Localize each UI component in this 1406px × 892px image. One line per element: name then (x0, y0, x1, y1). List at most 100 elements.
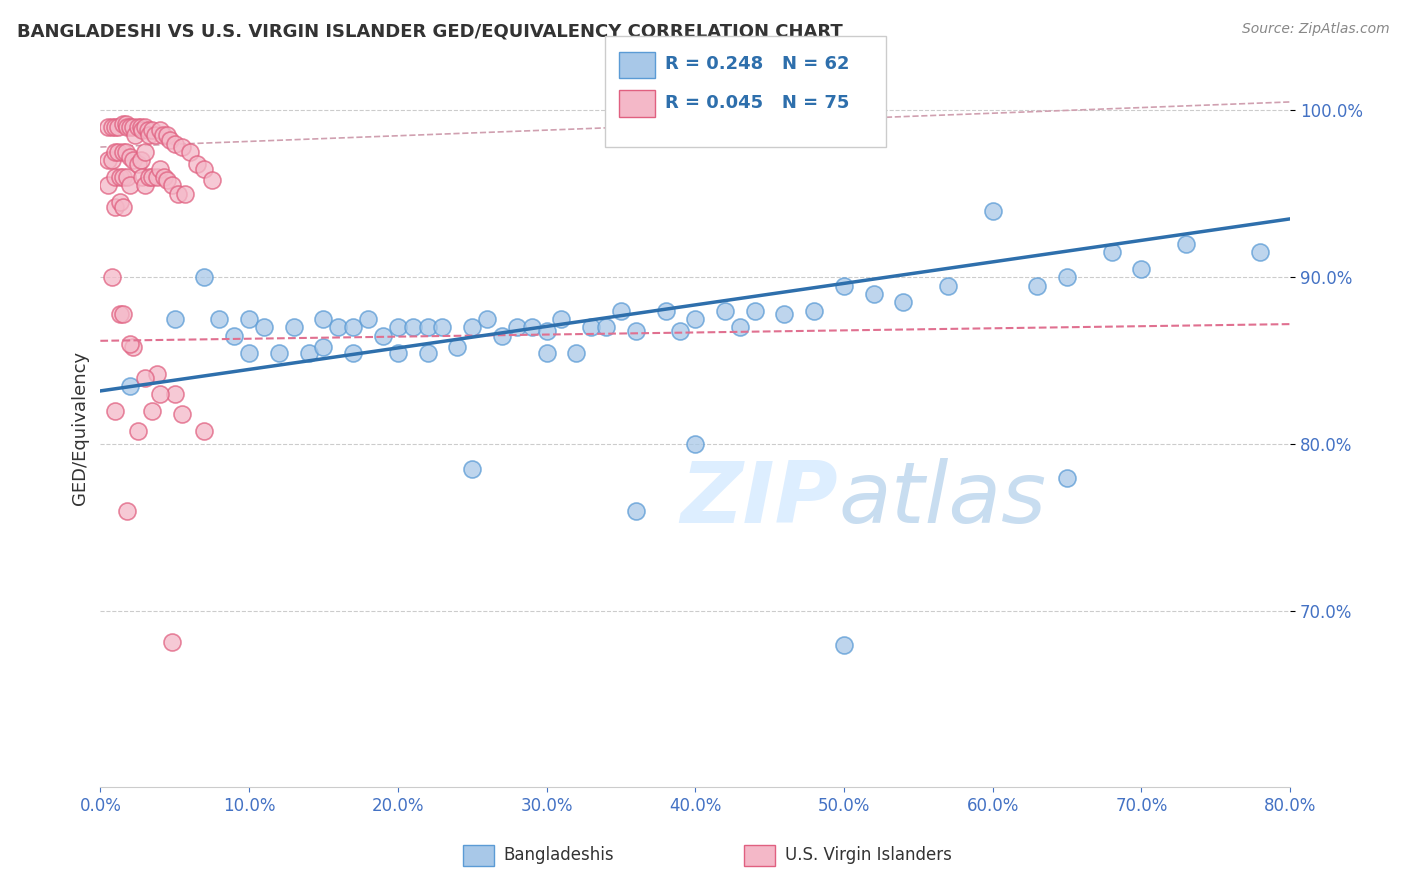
Point (461, 320, 484, 334)
Point (744, 303, 766, 318)
Point (153, 170, 176, 185)
Point (163, 312, 186, 326)
Point (146, 170, 169, 185)
Point (108, 195, 131, 210)
Point (624, 504, 647, 518)
Point (115, 504, 138, 518)
Point (111, 117, 134, 131)
Point (127, 120, 149, 134)
Point (683, 312, 706, 326)
Point (108, 307, 131, 321)
Point (127, 157, 149, 171)
Point (156, 128, 179, 143)
Point (156, 173, 179, 187)
Point (491, 328, 513, 343)
Point (208, 312, 231, 326)
Point (461, 462, 484, 476)
Point (669, 324, 692, 338)
Point (683, 437, 706, 451)
Point (122, 341, 145, 355)
Point (166, 186, 188, 201)
Point (122, 153, 145, 168)
Point (1175, 236, 1198, 251)
Point (97, 153, 120, 168)
Point (1056, 270, 1078, 285)
Point (107, 145, 129, 159)
Point (141, 404, 163, 418)
Point (371, 328, 394, 343)
Point (134, 120, 156, 134)
Point (160, 178, 183, 193)
Point (1056, 471, 1078, 485)
Point (193, 161, 215, 176)
Point (1101, 245, 1123, 260)
Point (186, 157, 208, 171)
Point (122, 120, 145, 134)
Point (120, 178, 142, 193)
Point (108, 170, 131, 185)
Point (357, 312, 380, 326)
Point (104, 120, 127, 134)
Point (114, 117, 136, 131)
Point (520, 320, 543, 334)
Point (120, 337, 142, 351)
Point (728, 320, 751, 334)
Point (1249, 245, 1271, 260)
Point (432, 320, 454, 334)
Point (141, 170, 163, 185)
Point (312, 312, 335, 326)
Point (152, 128, 174, 143)
Point (163, 387, 186, 401)
Point (138, 170, 160, 185)
Point (579, 320, 602, 334)
Point (163, 136, 186, 151)
Point (101, 153, 124, 168)
Point (862, 287, 884, 301)
Point (149, 387, 172, 401)
Point (134, 178, 156, 193)
Point (111, 145, 134, 159)
Point (131, 170, 153, 185)
Point (416, 320, 439, 334)
Point (238, 312, 260, 326)
Text: R = 0.248   N = 62: R = 0.248 N = 62 (665, 55, 849, 73)
Point (506, 320, 529, 334)
Point (97, 120, 120, 134)
Point (131, 123, 153, 137)
Point (446, 341, 468, 355)
Point (610, 303, 633, 318)
Point (134, 370, 156, 384)
Point (1026, 278, 1049, 293)
Point (104, 170, 127, 185)
Point (120, 379, 142, 393)
Point (111, 200, 134, 214)
Point (101, 270, 124, 285)
Point (174, 186, 197, 201)
Point (127, 424, 149, 438)
Point (111, 170, 134, 185)
Point (120, 120, 142, 134)
Point (297, 345, 319, 359)
Text: U.S. Virgin Islanders: U.S. Virgin Islanders (785, 847, 952, 864)
Point (402, 320, 425, 334)
Point (224, 328, 246, 343)
Point (416, 345, 439, 359)
Point (773, 307, 796, 321)
Point (120, 150, 142, 164)
Point (129, 153, 152, 168)
Point (97, 178, 120, 193)
Point (104, 145, 127, 159)
Point (146, 368, 169, 382)
Point (141, 123, 163, 137)
Point (201, 173, 224, 187)
Point (550, 312, 572, 326)
Point (149, 123, 172, 137)
Point (981, 203, 1004, 218)
Point (565, 345, 588, 359)
Point (936, 278, 959, 293)
Point (238, 345, 260, 359)
Point (387, 320, 409, 334)
Point (129, 120, 152, 134)
Point (138, 128, 160, 143)
Point (179, 145, 201, 159)
